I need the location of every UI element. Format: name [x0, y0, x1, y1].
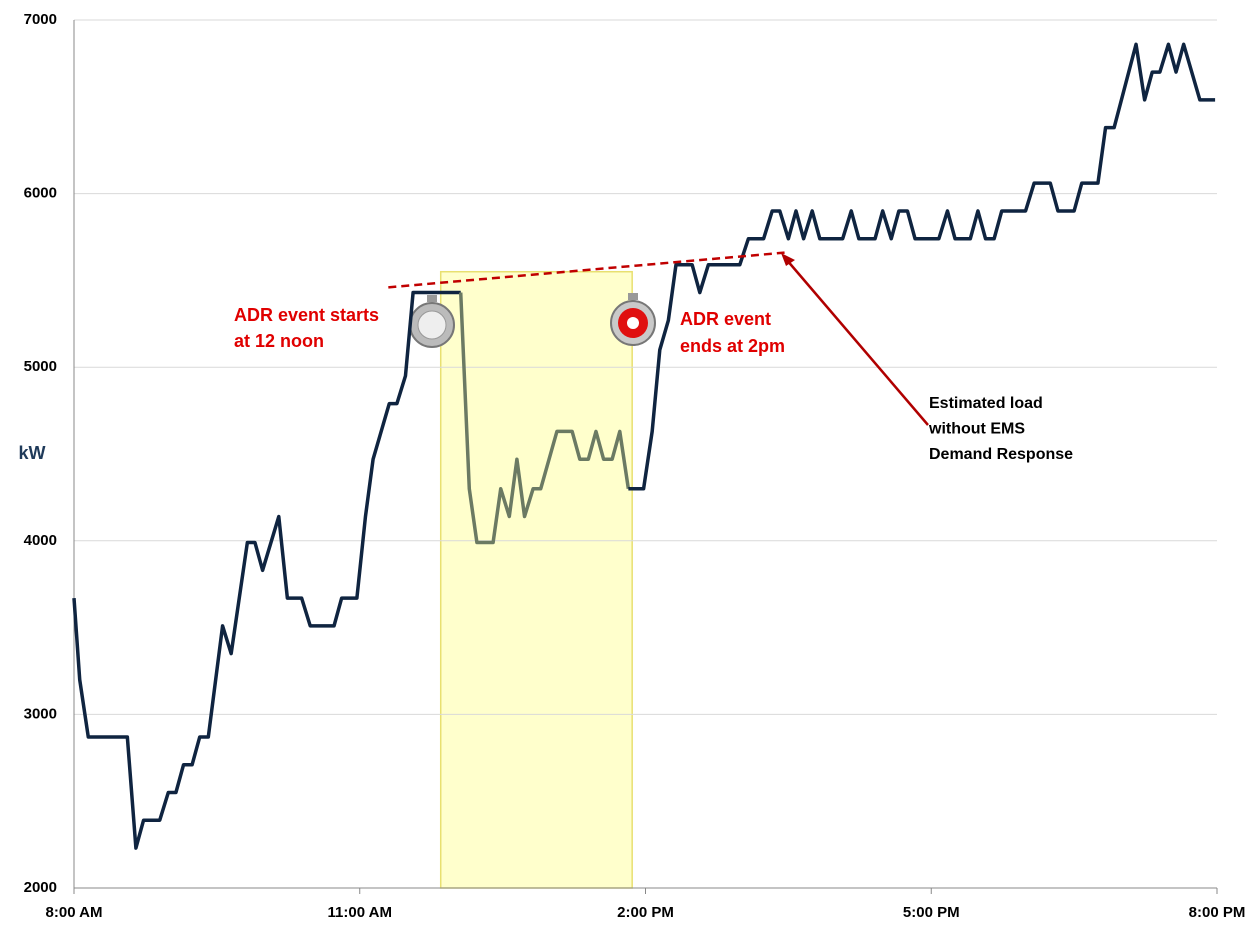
x-tick-label: 11:00 AM [328, 904, 392, 921]
stopwatch-start [409, 295, 455, 348]
x-tick-label: 5:00 PM [903, 904, 960, 921]
annotation-arrow [785, 258, 929, 426]
load-line [458, 292, 631, 545]
y-tick-label: 6000 [24, 185, 57, 202]
y-tick-label: 5000 [24, 358, 57, 375]
y-tick-label: 4000 [24, 532, 57, 549]
arrow-head [781, 253, 795, 266]
annotation-text: Demand Response [929, 446, 1073, 463]
event-band [439, 270, 633, 889]
y-tick-label: 7000 [24, 11, 57, 28]
stopwatch-end [610, 293, 656, 346]
annotation-text: Estimated load [929, 395, 1043, 412]
annotation-text: without EMS [928, 421, 1025, 438]
x-tick-label: 8:00 AM [46, 904, 103, 921]
y-tick-label: 3000 [24, 705, 57, 722]
stopwatch-button [628, 293, 638, 300]
annotation-text: at 12 noon [234, 331, 324, 351]
y-axis-label: kW [19, 443, 46, 463]
background-layer [73, 19, 1218, 894]
stopwatch-face [417, 310, 447, 340]
x-tick-label: 8:00 PM [1189, 904, 1246, 921]
stopwatch-button [427, 295, 437, 302]
annotation-text: ADR event starts [234, 305, 379, 325]
load-line [72, 290, 461, 850]
load-line [628, 42, 1216, 491]
y-tick-label: 2000 [24, 879, 57, 896]
stopwatch-center [627, 317, 639, 329]
estimate-line [388, 251, 785, 289]
annotation-text: ends at 2pm [680, 336, 785, 356]
x-tick-label: 2:00 PM [617, 904, 674, 921]
annotation-text: ADR event [680, 309, 771, 329]
